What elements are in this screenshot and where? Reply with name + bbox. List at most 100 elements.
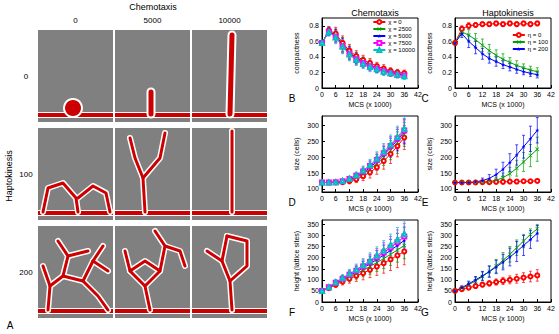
- svg-text:42: 42: [547, 195, 555, 202]
- svg-text:0: 0: [320, 91, 324, 98]
- svg-text:18: 18: [492, 305, 500, 312]
- svg-text:30: 30: [520, 195, 528, 202]
- svg-text:12: 12: [346, 195, 354, 202]
- svg-text:12: 12: [479, 305, 487, 312]
- svg-text:MCS (x 1000): MCS (x 1000): [348, 101, 391, 109]
- svg-text:30: 30: [387, 195, 395, 202]
- svg-text:100: 100: [19, 170, 33, 179]
- svg-text:6: 6: [467, 91, 471, 98]
- svg-text:250: 250: [307, 243, 319, 250]
- svg-text:χ = 5000: χ = 5000: [388, 33, 412, 39]
- svg-text:0.6: 0.6: [442, 38, 452, 45]
- svg-text:A: A: [7, 320, 14, 331]
- svg-text:18: 18: [359, 305, 367, 312]
- svg-text:200: 200: [440, 254, 452, 261]
- svg-text:300: 300: [440, 232, 452, 239]
- svg-text:0: 0: [453, 195, 457, 202]
- svg-text:χ = 0: χ = 0: [388, 19, 402, 25]
- svg-text:100: 100: [307, 276, 319, 283]
- svg-text:24: 24: [506, 91, 514, 98]
- svg-text:Haptokinesis: Haptokinesis: [4, 150, 14, 202]
- svg-text:0.8: 0.8: [442, 22, 452, 29]
- svg-text:150: 150: [307, 265, 319, 272]
- svg-text:36: 36: [533, 91, 541, 98]
- svg-text:0.4: 0.4: [309, 53, 319, 60]
- svg-text:0: 0: [73, 16, 78, 25]
- svg-text:36: 36: [400, 91, 408, 98]
- svg-text:0.8: 0.8: [309, 22, 319, 29]
- svg-text:300: 300: [307, 122, 319, 129]
- svg-text:200: 200: [19, 268, 33, 277]
- svg-text:0: 0: [315, 299, 319, 306]
- svg-text:12: 12: [346, 91, 354, 98]
- svg-text:30: 30: [387, 91, 395, 98]
- svg-text:24: 24: [506, 305, 514, 312]
- svg-text:χ = 2500: χ = 2500: [388, 26, 412, 32]
- svg-text:24: 24: [373, 195, 381, 202]
- svg-text:D: D: [288, 197, 295, 208]
- svg-text:30: 30: [520, 305, 528, 312]
- svg-text:Haptokinesis: Haptokinesis: [482, 8, 534, 18]
- svg-text:6: 6: [467, 195, 471, 202]
- svg-text:0: 0: [448, 85, 452, 92]
- svg-text:0: 0: [453, 91, 457, 98]
- svg-text:18: 18: [492, 91, 500, 98]
- svg-text:36: 36: [400, 195, 408, 202]
- svg-text:100: 100: [440, 276, 452, 283]
- svg-text:Chemotaxis: Chemotaxis: [351, 8, 399, 18]
- svg-text:36: 36: [533, 305, 541, 312]
- svg-text:12: 12: [479, 195, 487, 202]
- svg-text:350: 350: [307, 221, 319, 228]
- svg-text:350: 350: [440, 221, 452, 228]
- svg-text:36: 36: [533, 195, 541, 202]
- svg-text:100: 100: [440, 185, 452, 192]
- svg-text:χ = 10000: χ = 10000: [388, 47, 415, 53]
- svg-text:6: 6: [334, 195, 338, 202]
- svg-text:C: C: [421, 93, 428, 104]
- svg-text:E: E: [422, 197, 429, 208]
- svg-text:0: 0: [320, 195, 324, 202]
- svg-text:0.2: 0.2: [309, 69, 319, 76]
- svg-text:0: 0: [448, 299, 452, 306]
- svg-text:200: 200: [307, 154, 319, 161]
- svg-text:MCS (x 1000): MCS (x 1000): [481, 101, 524, 109]
- svg-text:size (cells): size (cells): [426, 137, 434, 170]
- svg-text:Chemotaxis: Chemotaxis: [129, 2, 177, 12]
- svg-text:0.4: 0.4: [442, 53, 452, 60]
- svg-text:300: 300: [440, 122, 452, 129]
- svg-text:30: 30: [520, 91, 528, 98]
- svg-text:150: 150: [440, 265, 452, 272]
- svg-text:η = 0: η = 0: [528, 32, 542, 38]
- svg-text:5000: 5000: [144, 16, 162, 25]
- svg-text:G: G: [421, 307, 429, 318]
- svg-text:300: 300: [307, 232, 319, 239]
- svg-text:0: 0: [320, 305, 324, 312]
- svg-text:12: 12: [479, 91, 487, 98]
- svg-text:0: 0: [453, 305, 457, 312]
- svg-text:150: 150: [440, 170, 452, 177]
- svg-text:50: 50: [311, 287, 319, 294]
- svg-text:MCS (x 1000): MCS (x 1000): [481, 205, 524, 213]
- svg-text:0.2: 0.2: [442, 69, 452, 76]
- svg-text:50: 50: [444, 287, 452, 294]
- svg-text:42: 42: [414, 305, 422, 312]
- svg-text:24: 24: [373, 305, 381, 312]
- svg-text:10000: 10000: [218, 16, 241, 25]
- svg-text:6: 6: [467, 305, 471, 312]
- svg-text:0: 0: [315, 85, 319, 92]
- svg-text:MCS (x 1000): MCS (x 1000): [481, 315, 524, 323]
- svg-text:compactness: compactness: [426, 32, 434, 74]
- svg-text:30: 30: [387, 305, 395, 312]
- svg-text:250: 250: [440, 138, 452, 145]
- svg-text:height (lattice sites): height (lattice sites): [426, 231, 434, 291]
- svg-text:6: 6: [334, 91, 338, 98]
- svg-text:0: 0: [24, 72, 29, 81]
- svg-text:42: 42: [414, 91, 422, 98]
- svg-text:250: 250: [307, 138, 319, 145]
- svg-text:42: 42: [547, 305, 555, 312]
- svg-text:η = 200: η = 200: [528, 46, 549, 52]
- svg-text:18: 18: [492, 195, 500, 202]
- svg-text:42: 42: [414, 195, 422, 202]
- svg-text:0.6: 0.6: [309, 38, 319, 45]
- svg-text:200: 200: [307, 254, 319, 261]
